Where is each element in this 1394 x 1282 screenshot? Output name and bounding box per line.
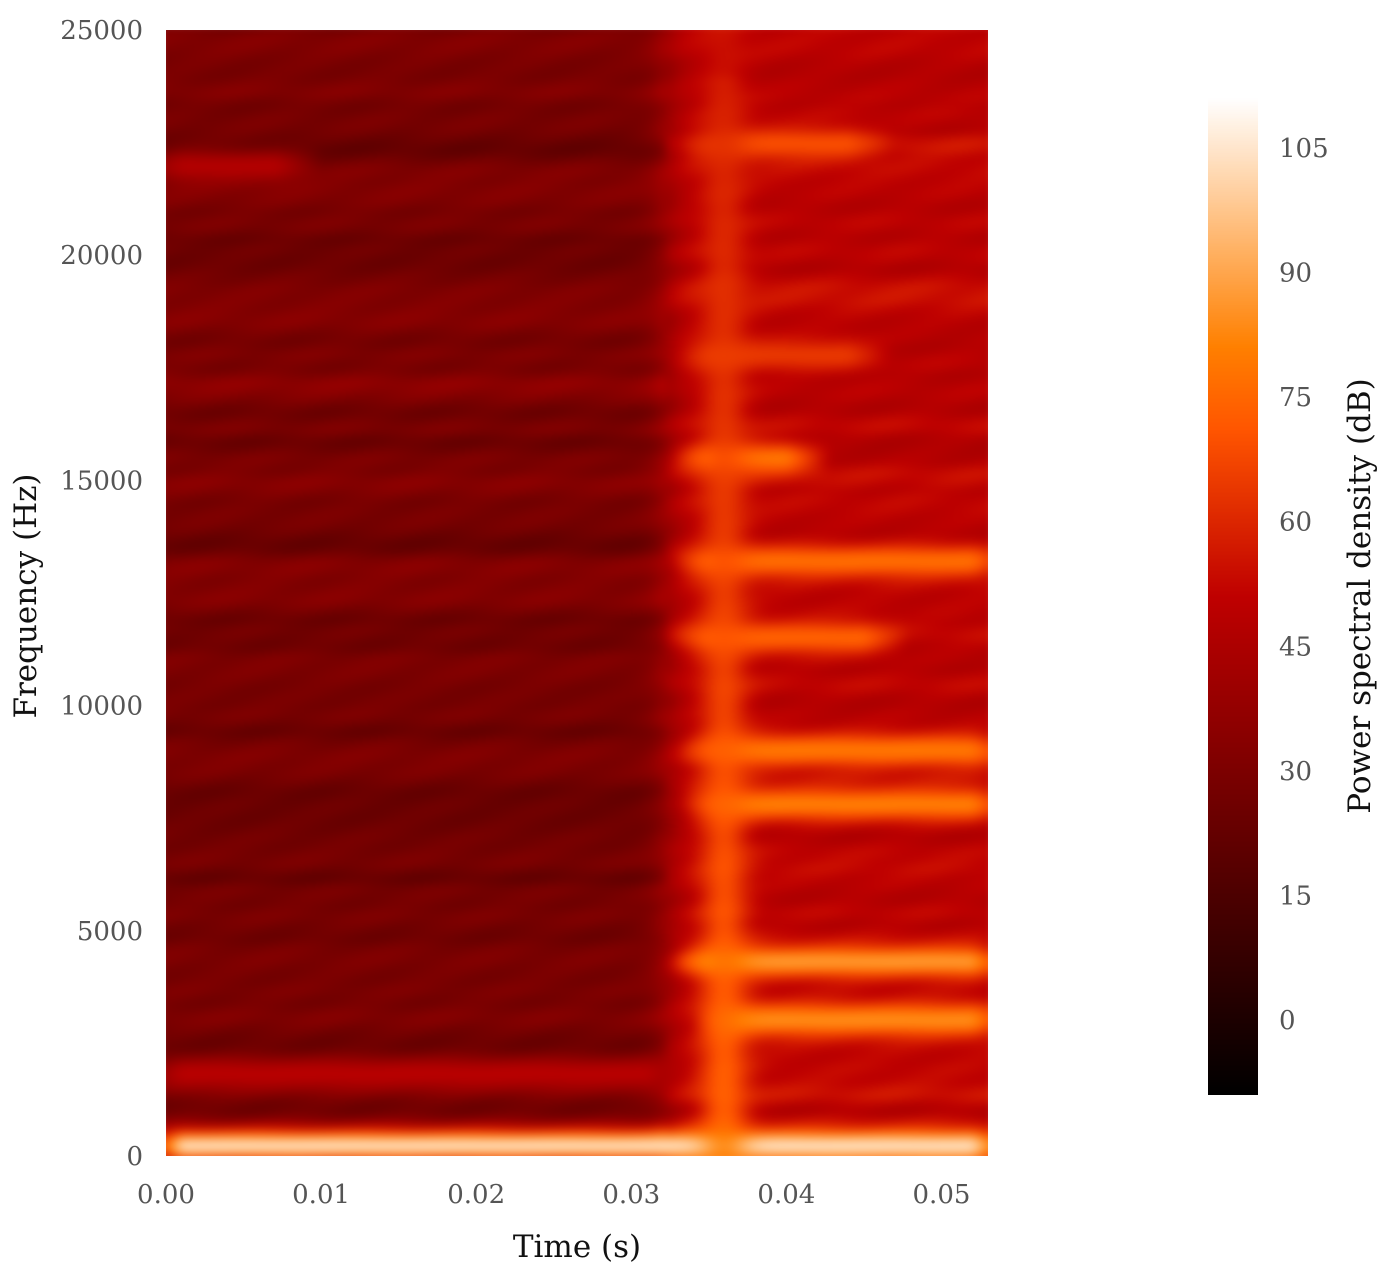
y-tick-label: 20000 (60, 241, 143, 271)
x-tick-label: 0.05 (913, 1180, 971, 1210)
y-tick-label: 15000 (60, 466, 143, 496)
colorbar-tick-label: 30 (1279, 757, 1312, 787)
colorbar-tick-label: 90 (1279, 258, 1312, 288)
y-tick-label: 25000 (60, 16, 143, 46)
y-tick-label: 0 (126, 1142, 143, 1172)
x-axis-ticks: 0.00 0.01 0.02 0.03 0.04 0.05 (137, 1180, 970, 1210)
y-axis-label: Frequency (Hz) (8, 473, 44, 718)
colorbar-tick-label: 75 (1279, 383, 1312, 413)
colorbar-tick-label: 0 (1279, 1006, 1296, 1036)
x-tick-label: 0.02 (447, 1180, 505, 1210)
x-tick-label: 0.04 (757, 1180, 815, 1210)
y-tick-label: 10000 (60, 692, 143, 722)
colorbar-tick-label: 15 (1279, 882, 1312, 912)
colorbar-tick-label: 105 (1279, 134, 1329, 164)
colorbar-gradient (1208, 98, 1258, 1095)
heatmap-plot-area (166, 30, 988, 1156)
x-tick-label: 0.03 (602, 1180, 660, 1210)
y-axis-ticks: 0 5000 10000 15000 20000 25000 (60, 16, 143, 1172)
colorbar-tick-label: 60 (1279, 508, 1312, 538)
colorbar-label: Power spectral density (dB) (1342, 378, 1378, 813)
y-tick-label: 5000 (77, 917, 143, 947)
x-tick-label: 0.01 (292, 1180, 350, 1210)
colorbar-ticks: 0 15 30 45 60 75 90 105 (1279, 134, 1329, 1036)
x-axis-label: Time (s) (513, 1229, 641, 1265)
x-tick-label: 0.00 (137, 1180, 195, 1210)
spectrogram-heatmap (166, 30, 988, 1156)
colorbar-tick-label: 45 (1279, 632, 1312, 662)
